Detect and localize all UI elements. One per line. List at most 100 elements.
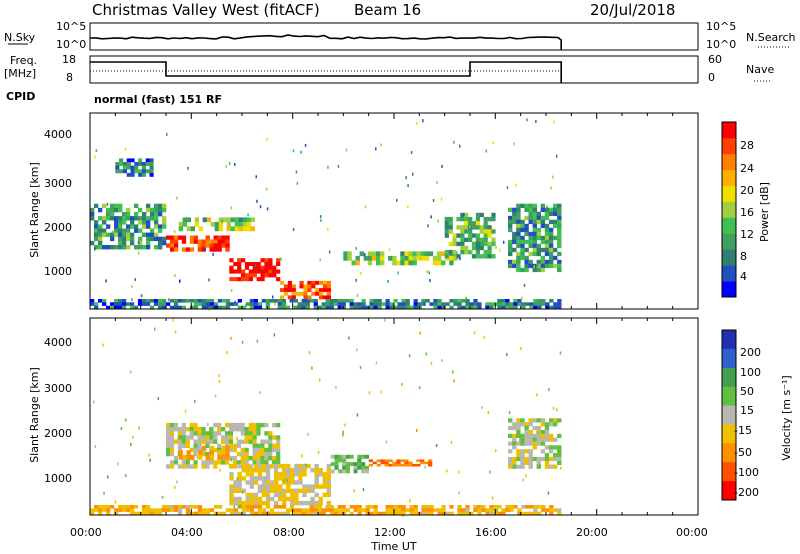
velocity-speck: [373, 512, 375, 516]
velocity-cell-6: [557, 418, 562, 423]
velocity-cell-1: [286, 468, 291, 473]
velocity-cell-6: [524, 460, 529, 465]
power-cell-9: [405, 299, 410, 303]
velocity-cell-5: [433, 508, 438, 512]
velocity-heatmap: [90, 318, 562, 518]
velocity-cell-0: [221, 435, 226, 440]
velocity-cell-2: [221, 450, 226, 456]
power-cell-9: [501, 305, 506, 310]
velocity-cell-0: [240, 422, 245, 428]
velocity-cell-1: [326, 484, 331, 489]
velocity-cell-5: [277, 505, 282, 509]
velocity-cell-6: [516, 449, 521, 454]
power-cell-4: [114, 224, 119, 229]
power-speck: [280, 257, 282, 261]
velocity-cell-1: [302, 484, 307, 489]
velocity-cell-4: [330, 462, 335, 466]
power-speck: [407, 184, 409, 188]
velocity-cell-5: [461, 511, 466, 516]
velocity-cell-1: [318, 468, 323, 473]
power-cell-2: [326, 291, 331, 296]
velocity-cell-6: [536, 460, 541, 465]
velocity-cell-0: [240, 431, 245, 436]
velocity-cell-6: [516, 433, 521, 438]
power-cell-8: [544, 235, 550, 241]
velocity-speck: [409, 499, 411, 503]
power-cell-4: [122, 216, 127, 221]
velocity-cell-0: [177, 439, 182, 444]
velocity-cell-6: [544, 422, 550, 427]
power-cell-9: [505, 302, 510, 306]
power-cell-4: [114, 245, 119, 250]
velocity-cell-5: [301, 508, 306, 512]
velocity-cell-1: [298, 463, 303, 469]
velocity-cell-0: [185, 427, 190, 432]
velocity-cell-0: [248, 427, 253, 432]
velocity-cell-3: [388, 459, 393, 462]
power-cell-4: [110, 236, 115, 242]
velocity-speck: [292, 480, 295, 484]
velocity-cell-0: [181, 422, 186, 428]
velocity-cell-0: [264, 439, 269, 444]
velocity-cell-1: [282, 472, 287, 477]
power-cell-8: [512, 239, 517, 245]
power-cell-9: [209, 305, 215, 310]
power-cell-4: [102, 228, 107, 233]
power-speck: [380, 143, 382, 147]
velocity-speck: [267, 510, 269, 514]
power-cell-9: [405, 302, 410, 306]
velocity-cell-3: [384, 463, 389, 467]
power-cell-0: [221, 243, 226, 248]
velocity-cell-5: [321, 508, 326, 512]
power-cell-9: [161, 305, 167, 310]
power-cell-7: [491, 212, 496, 218]
power-cell-4: [134, 224, 139, 229]
power-cell-3: [226, 217, 231, 223]
velocity-cell-6: [516, 464, 521, 469]
power-ylabel: Slant Range [km]: [28, 162, 41, 258]
velocity-colorbar-swatch: [722, 481, 736, 501]
power-cell-9: [305, 305, 310, 310]
velocity-cell-5: [169, 505, 175, 509]
power-cell-9: [505, 305, 510, 310]
nsky-frame: [89, 22, 699, 51]
power-cell-9: [237, 299, 242, 303]
velocity-cell-3: [396, 461, 401, 465]
velocity-cell-5: [329, 508, 334, 512]
power-cell-9: [457, 302, 462, 306]
velocity-cell-1: [302, 488, 307, 493]
power-cell-9: [281, 302, 286, 306]
power-speck: [266, 207, 269, 211]
velocity-cell-0: [228, 427, 234, 432]
power-cell-7: [456, 216, 461, 222]
power-cell-9: [377, 299, 382, 303]
power-cell-7: [468, 229, 473, 234]
power-cell-3: [226, 221, 231, 227]
velocity-cell-1: [278, 488, 283, 493]
velocity-cell-5: [449, 511, 454, 516]
velocity-cell-1: [306, 463, 311, 469]
power-heatmap: [90, 118, 562, 311]
velocity-cell-5: [185, 511, 191, 516]
power-cell-4: [126, 232, 131, 237]
power-cell-6: [380, 251, 385, 257]
velocity-cell-0: [232, 427, 237, 432]
power-cell-6: [392, 260, 397, 266]
velocity-cell-4: [342, 465, 347, 470]
velocity-cell-6: [520, 437, 525, 442]
power-speck: [230, 206, 233, 210]
power-speck: [292, 228, 295, 231]
velocity-cell-5: [273, 505, 278, 509]
power-speck: [397, 271, 399, 275]
velocity-cell-5: [541, 505, 546, 509]
power-cell-9: [114, 299, 119, 303]
power-cell-4: [114, 216, 119, 221]
velocity-cell-5: [461, 508, 466, 512]
velocity-speck: [416, 429, 418, 432]
power-cell-7: [479, 254, 484, 259]
power-cell-9: [173, 305, 179, 310]
velocity-cell-6: [520, 456, 525, 462]
velocity-cell-1: [241, 468, 246, 473]
power-cell-8: [512, 259, 517, 265]
power-cell-7: [464, 249, 469, 255]
